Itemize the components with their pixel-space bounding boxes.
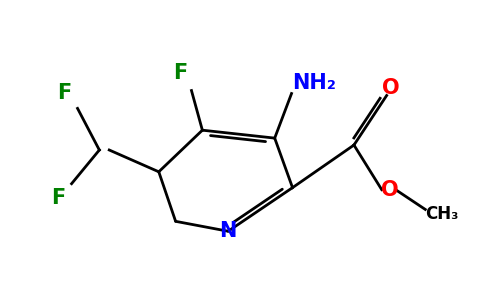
Text: N: N: [219, 221, 237, 241]
Text: F: F: [52, 188, 66, 208]
Text: O: O: [382, 78, 399, 98]
Text: F: F: [173, 63, 188, 83]
Text: F: F: [58, 82, 72, 103]
Text: NH₂: NH₂: [292, 73, 336, 93]
Text: CH₃: CH₃: [425, 206, 459, 224]
Text: O: O: [381, 180, 398, 200]
